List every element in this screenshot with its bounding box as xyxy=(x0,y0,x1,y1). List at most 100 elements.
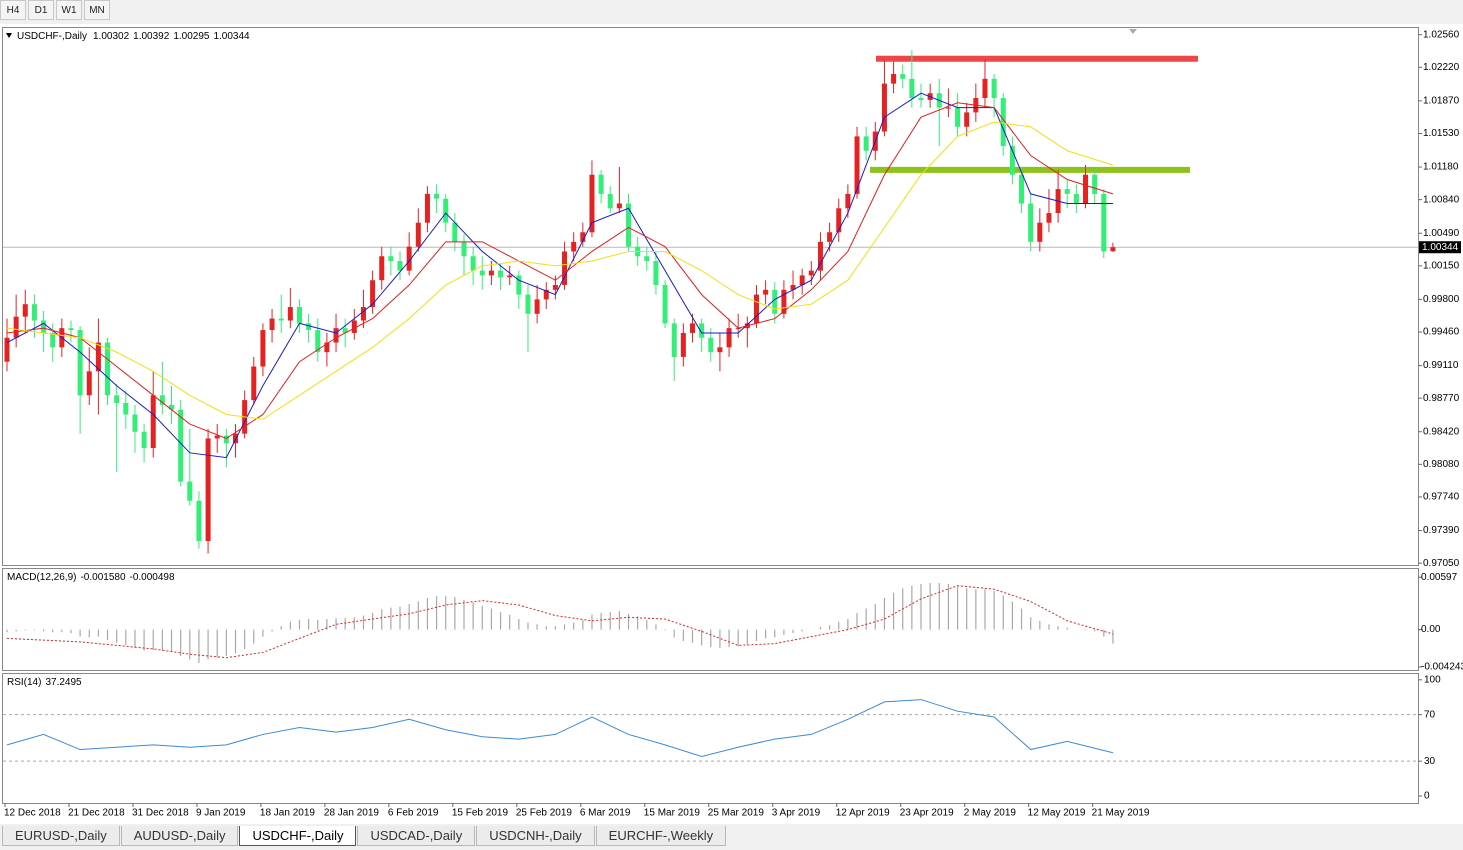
candle-body xyxy=(360,307,366,321)
candle-body xyxy=(891,74,897,84)
candle-body xyxy=(909,78,915,99)
candle-body xyxy=(580,232,586,242)
x-tick-label: 12 Dec 2018 xyxy=(4,808,61,819)
chart-tab[interactable]: USDCAD-,Daily xyxy=(357,826,476,846)
macd-header: MACD(12,26,9) -0.001580 -0.000498 xyxy=(7,572,175,583)
candle-body xyxy=(50,332,56,348)
moving-average xyxy=(6,92,1113,459)
candle-body xyxy=(1092,174,1098,194)
y-tick-label: 0.98770 xyxy=(1423,393,1460,404)
candle-body xyxy=(680,332,686,357)
candle-body xyxy=(671,323,677,357)
y-tick-label: 1.02220 xyxy=(1423,62,1460,73)
candle-body xyxy=(845,193,851,209)
candle-body xyxy=(406,246,412,271)
candle-body xyxy=(827,232,833,242)
candle-body xyxy=(424,193,430,223)
candle-body xyxy=(662,285,668,324)
candle-body xyxy=(507,275,513,278)
candle-body xyxy=(982,78,988,99)
candle-body xyxy=(13,316,19,338)
candle-body xyxy=(690,323,695,333)
candle-body xyxy=(159,395,165,405)
candle-body xyxy=(397,261,403,271)
candle-body xyxy=(1083,174,1089,204)
y-tick-label: 1.01870 xyxy=(1423,96,1460,107)
candle-body xyxy=(342,328,348,333)
collapse-icon xyxy=(6,33,12,38)
x-tick-label: 2 May 2019 xyxy=(964,808,1017,819)
candle-body xyxy=(296,307,302,324)
candle-body xyxy=(708,337,714,353)
candle-body xyxy=(644,256,650,262)
x-tick-label: 12 May 2019 xyxy=(1028,808,1086,819)
price-tag xyxy=(1419,241,1461,254)
candle-body xyxy=(799,275,805,286)
candle-body xyxy=(260,330,266,367)
candle-body xyxy=(169,404,175,410)
candle-body xyxy=(1019,174,1025,204)
candle-body xyxy=(379,256,385,281)
rsi-panel xyxy=(2,673,1419,804)
y-tick-label: 1.00150 xyxy=(1423,260,1460,271)
y-tick-label: 0.97050 xyxy=(1423,558,1460,569)
candle-body xyxy=(498,270,504,278)
candle-body xyxy=(214,435,220,439)
x-tick-label: 28 Jan 2019 xyxy=(324,808,379,819)
chart-tab[interactable]: EURCHF-,Weekly xyxy=(595,826,727,846)
candle-body xyxy=(77,330,83,396)
candle-body xyxy=(452,222,458,242)
x-tick-label: 12 Apr 2019 xyxy=(836,808,890,819)
candle-body xyxy=(415,222,421,247)
candle-body xyxy=(488,270,494,276)
rsi-line xyxy=(6,699,1114,758)
timeframe-button[interactable]: D1 xyxy=(28,0,54,20)
main-panel xyxy=(2,27,1419,566)
candle-body xyxy=(86,371,92,396)
candle-body xyxy=(178,409,184,482)
x-tick-label: 23 Apr 2019 xyxy=(900,808,954,819)
candle-body xyxy=(324,342,330,353)
timeframe-button[interactable]: W1 xyxy=(56,0,82,20)
chart-background xyxy=(0,24,1463,824)
candle-body xyxy=(269,318,275,331)
chart-tab[interactable]: USDCHF-,Daily xyxy=(239,826,357,846)
candle-body xyxy=(123,402,129,415)
chart-window: USDCHF-,Daily 1.00302 1.00392 1.00295 1.0034… xyxy=(0,24,1463,824)
timeframe-button[interactable]: H4 xyxy=(0,0,26,20)
candle-body xyxy=(772,289,778,314)
rsi-current: 37.2495 xyxy=(45,677,82,688)
y-tick-label: 0.99110 xyxy=(1423,360,1459,371)
candle-body xyxy=(607,193,613,209)
y-tick-label: 100 xyxy=(1424,674,1441,685)
candle-body xyxy=(525,294,531,314)
candle-body xyxy=(562,251,568,286)
price-tag-label: 1.00344 xyxy=(1422,242,1459,253)
macd-name: MACD(12,26,9) xyxy=(7,572,76,583)
candle-body xyxy=(1046,213,1052,223)
x-tick-label: 15 Feb 2019 xyxy=(452,808,509,819)
chart-tab[interactable]: EURUSD-,Daily xyxy=(2,826,120,846)
y-tick-label: 0.00597 xyxy=(1421,572,1458,583)
candle-body xyxy=(726,328,732,348)
timeframe-button[interactable]: MN xyxy=(84,0,110,20)
candle-body xyxy=(808,270,814,276)
y-tick-label: 0.99460 xyxy=(1423,327,1460,338)
candle-body xyxy=(781,289,787,314)
moving-average xyxy=(6,121,1114,420)
y-tick-label: 0.00 xyxy=(1421,624,1441,635)
candle-body xyxy=(114,395,120,403)
x-tick-label: 6 Mar 2019 xyxy=(580,808,631,819)
candle-body xyxy=(287,307,293,321)
chart-tab[interactable]: USDCNH-,Daily xyxy=(476,826,595,846)
symbol: USDCHF-,Daily xyxy=(17,31,87,42)
x-tick-label: 3 Apr 2019 xyxy=(772,808,821,819)
x-tick-label: 25 Feb 2019 xyxy=(516,808,573,819)
x-tick-label: 25 Mar 2019 xyxy=(708,808,765,819)
candle-body xyxy=(150,395,156,449)
y-tick-label: 0.99800 xyxy=(1423,294,1460,305)
moving-average xyxy=(6,102,1114,440)
candle-body xyxy=(370,280,376,308)
chart-tab[interactable]: AUDUSD-,Daily xyxy=(120,826,239,846)
